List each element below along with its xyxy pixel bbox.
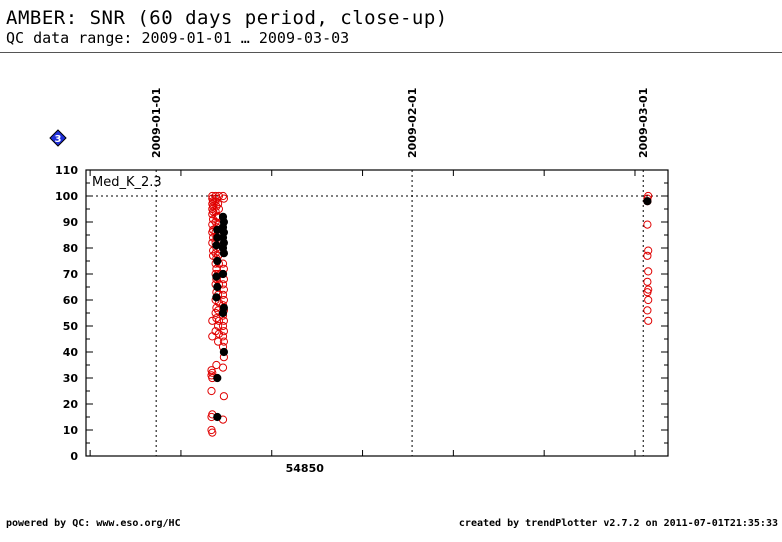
y-tick-label: 60: [63, 294, 79, 307]
data-point-open: [219, 316, 228, 325]
reference-lines: [86, 170, 668, 456]
footer-powered-by: powered by QC: www.eso.org/HC: [6, 518, 181, 529]
y-tick-label: 90: [63, 216, 79, 229]
data-point-open: [219, 295, 228, 305]
chart-subtitle: QC data range: 2009-01-01 … 2009-03-03: [6, 29, 350, 47]
data-point-open: [214, 204, 223, 214]
y-axis: 0 10 20 30 40 50 60 70 80 90 100 110: [55, 164, 668, 463]
data-point-open: [214, 191, 223, 201]
y-tick-label: 20: [63, 398, 79, 411]
data-point-open: [644, 246, 653, 255]
data-point-open: [214, 329, 223, 338]
data-point-open: [643, 220, 652, 229]
y-tick-label: 0: [70, 450, 78, 463]
data-point-open: [214, 337, 223, 346]
y-tick-label: 50: [63, 320, 79, 333]
data-point-filled: [218, 269, 228, 279]
y-tick-label: 30: [63, 372, 79, 385]
data-point-open: [211, 249, 220, 258]
y-tick-label: 10: [63, 424, 79, 437]
data-point-filled: [212, 293, 221, 302]
data-point-open: [207, 386, 216, 396]
data-point-open: [643, 277, 652, 286]
data-point-filled: [219, 249, 228, 258]
date-marker-label: 2009-01-01: [150, 88, 163, 158]
footer-created-by: created by trendPlotter v2.7.2 on 2011-0…: [458, 518, 778, 529]
data-points: [207, 191, 653, 437]
data-point-open: [643, 251, 652, 260]
y-tick-label: 80: [63, 242, 79, 255]
data-point-open: [218, 363, 228, 372]
chart-title: AMBER: SNR (60 days period, close-up): [6, 7, 448, 29]
date-marker-label: 2009-02-01: [406, 88, 419, 158]
data-point-filled: [218, 308, 228, 318]
y-tick-label: 110: [55, 164, 78, 177]
date-marker-labels: 2009-01-01 2009-02-01 2009-03-01: [150, 88, 650, 158]
data-point-open: [208, 428, 217, 437]
data-point-filled: [213, 412, 222, 422]
badge-diamond-icon: 3: [49, 129, 67, 147]
data-point-filled: [213, 282, 222, 292]
data-point-open: [214, 321, 223, 331]
data-point-open: [218, 332, 228, 341]
plot-area: Med_K_2.3 0 10 20 30 40 50 60 70 80 90 100 110 5485…: [55, 164, 669, 475]
data-point-open: [218, 321, 228, 331]
y-tick-label: 100: [55, 190, 78, 203]
plot-frame: [85, 169, 669, 457]
x-axis: 54850: [89, 170, 636, 475]
data-point-open: [219, 194, 228, 203]
data-point-filled: [219, 347, 228, 357]
panel-label: Med_K_2.3: [92, 175, 162, 190]
data-point-open: [643, 288, 652, 297]
data-point-open: [219, 392, 228, 401]
data-point-open: [219, 327, 228, 336]
data-point-open: [208, 316, 217, 325]
data-point-open: [644, 267, 653, 276]
data-point-open: [214, 316, 223, 325]
y-tick-label: 70: [63, 268, 79, 281]
y-tick-label: 40: [63, 346, 79, 359]
data-point-filled: [213, 373, 222, 383]
data-point-open: [219, 337, 228, 346]
x-tick-label: 54850: [286, 462, 325, 475]
data-point-open: [644, 295, 653, 305]
date-marker-label: 2009-03-01: [637, 88, 650, 158]
data-point-filled: [213, 256, 222, 266]
data-point-open: [643, 306, 652, 315]
data-point-open: [214, 199, 223, 208]
badge-label: 3: [55, 134, 62, 145]
data-point-open: [212, 202, 221, 211]
title-divider: [0, 52, 782, 53]
data-point-open: [644, 316, 653, 325]
data-point-filled: [643, 197, 652, 206]
